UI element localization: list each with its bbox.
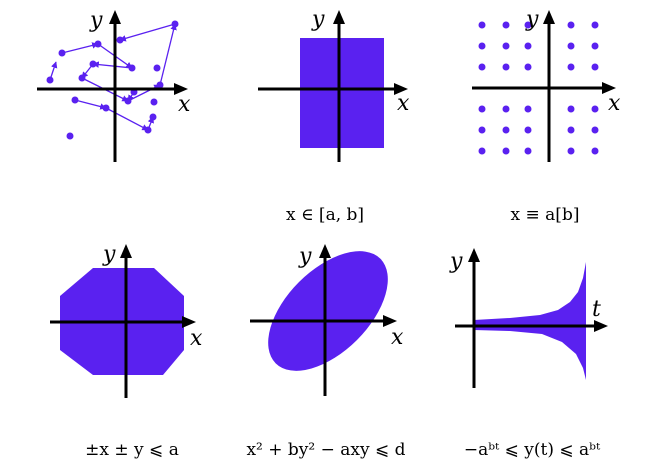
axes bbox=[37, 10, 188, 162]
envelope-region bbox=[474, 262, 586, 380]
x-axis-label: x bbox=[190, 326, 203, 351]
lattice-panel: x y bbox=[472, 7, 621, 162]
x-axis-label: x bbox=[178, 92, 191, 117]
envelope-panel: t y bbox=[449, 248, 608, 388]
octagon-panel: x y bbox=[50, 242, 203, 398]
y-axis-label: y bbox=[311, 7, 325, 32]
axes bbox=[250, 244, 397, 396]
box-panel: x y bbox=[258, 7, 410, 162]
lattice-points bbox=[478, 21, 599, 155]
axes bbox=[258, 10, 408, 162]
x-axis-label: x bbox=[608, 91, 621, 116]
y-axis-label: y bbox=[298, 244, 312, 269]
y-axis-label: y bbox=[449, 249, 463, 274]
ellipse-region bbox=[268, 251, 388, 371]
envelope-caption: −aᵇᵗ ⩽ y(t) ⩽ aᵇᵗ bbox=[463, 440, 601, 460]
axes bbox=[455, 248, 608, 388]
y-axis-label: y bbox=[89, 8, 103, 33]
y-axis-label: y bbox=[525, 7, 539, 32]
ellipse-panel: x y bbox=[250, 244, 404, 396]
axes bbox=[472, 10, 616, 162]
scatter-points bbox=[46, 20, 179, 140]
y-axis-label: y bbox=[102, 242, 116, 267]
box-region bbox=[300, 38, 384, 148]
x-axis-label: x bbox=[397, 91, 410, 116]
lattice-caption: x ≡ a[b] bbox=[510, 205, 580, 225]
scatter-arrows bbox=[49, 23, 177, 131]
octagon-caption: ±x ± y ⩽ a bbox=[85, 440, 179, 460]
ellipse-caption: x² + by² − axy ⩽ d bbox=[246, 440, 406, 460]
scatter-panel: x y bbox=[37, 8, 191, 162]
t-axis-label: t bbox=[592, 297, 601, 322]
axes bbox=[50, 244, 196, 398]
x-axis-label: x bbox=[391, 325, 404, 350]
box-caption: x ∈ [a, b] bbox=[285, 205, 365, 225]
